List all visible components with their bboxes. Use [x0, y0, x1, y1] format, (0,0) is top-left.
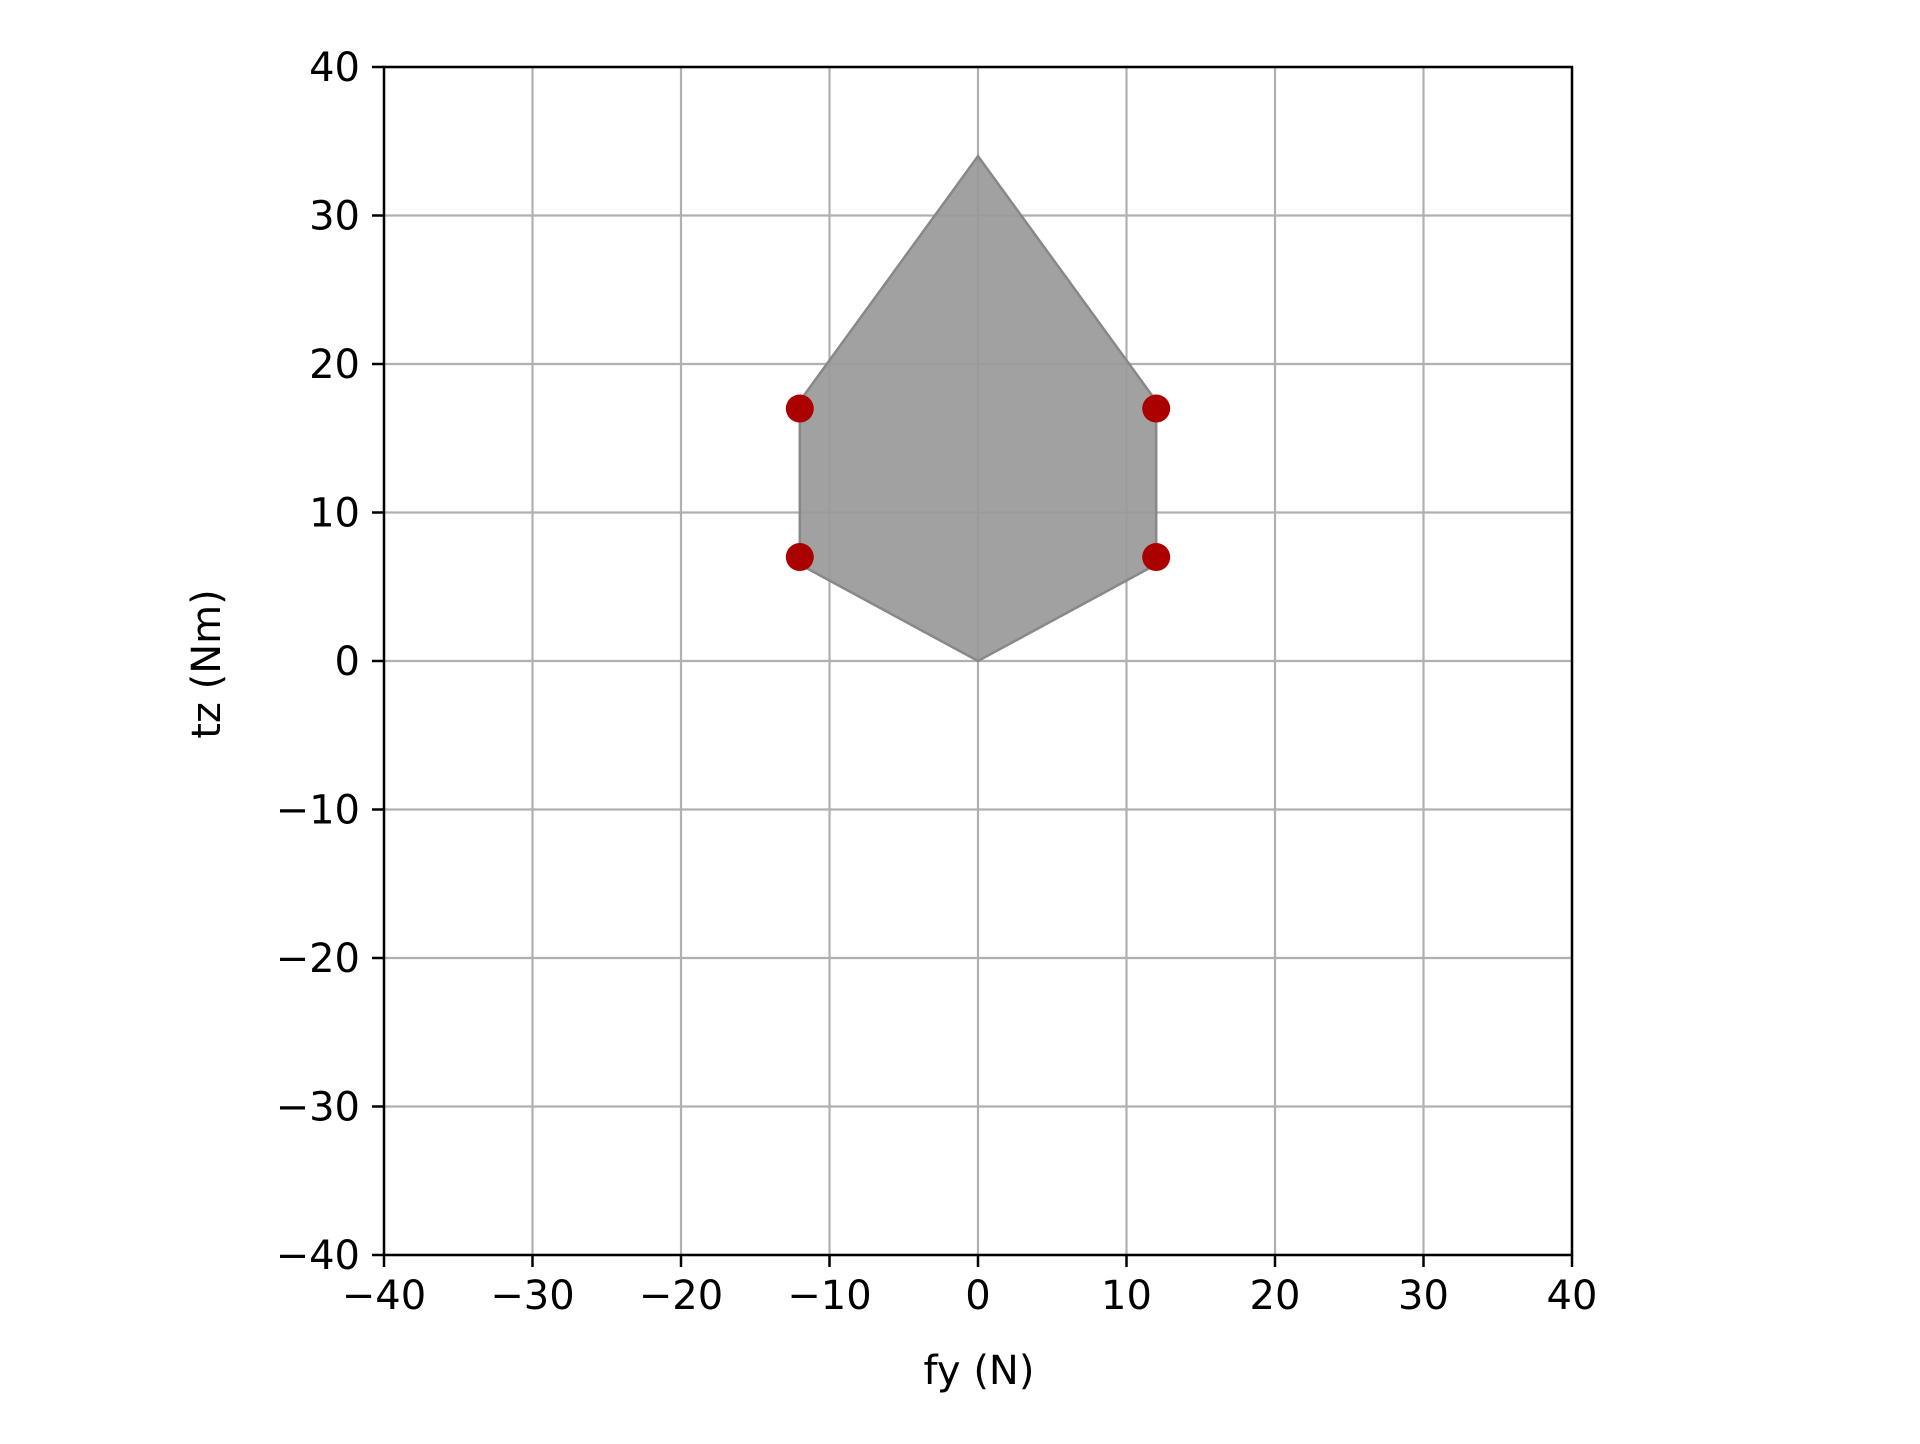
- y-tick-label: 10: [309, 491, 360, 537]
- y-tick-label: 0: [335, 639, 360, 685]
- data-point: [785, 394, 814, 423]
- data-point: [1142, 543, 1171, 572]
- points-layer: [785, 394, 1171, 572]
- y-axis-label: tz (Nm): [184, 589, 230, 739]
- x-axis-label: fy (N): [924, 1348, 1035, 1394]
- y-tick-label: −20: [276, 936, 360, 982]
- x-tick-label: 20: [1250, 1273, 1301, 1319]
- y-tick-label: 40: [309, 45, 360, 91]
- ticks: −40 −30 −20 −10 0 10 20 30 40 −40 −30 −20 −10 0 10 20 30…: [276, 45, 1598, 1319]
- x-tick-label: 40: [1547, 1273, 1598, 1319]
- y-tick-label: −40: [276, 1233, 360, 1279]
- data-point: [1142, 394, 1171, 423]
- y-tick-label: −10: [276, 788, 360, 834]
- x-tick-label: −10: [787, 1273, 871, 1319]
- x-tick-label: 10: [1101, 1273, 1152, 1319]
- x-tick-label: 30: [1398, 1273, 1449, 1319]
- feasible-region-polygon: [798, 153, 1158, 663]
- data-point: [785, 543, 814, 572]
- x-tick-label: 0: [965, 1273, 990, 1319]
- x-tick-label: −20: [639, 1273, 723, 1319]
- polygon-layer: [798, 153, 1158, 663]
- y-tick-label: −30: [276, 1085, 360, 1131]
- y-tick-label: 30: [309, 194, 360, 240]
- y-tick-label: 20: [309, 342, 360, 388]
- x-tick-label: −30: [490, 1273, 574, 1319]
- x-tick-label: −40: [342, 1273, 426, 1319]
